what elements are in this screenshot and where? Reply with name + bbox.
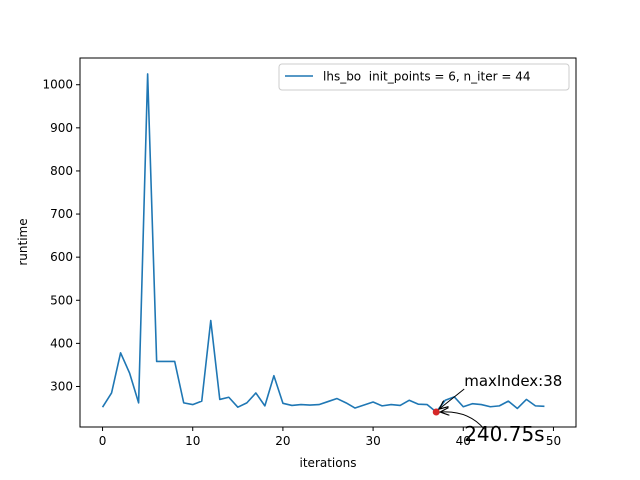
x-tick-label: 40 bbox=[456, 434, 471, 448]
annotation-arrow-index bbox=[439, 388, 465, 409]
plot-background bbox=[80, 58, 576, 427]
y-tick-label: 700 bbox=[50, 207, 73, 221]
y-tick-label: 400 bbox=[50, 336, 73, 350]
series-line bbox=[101, 73, 545, 413]
legend-label: lhs_bo init_points = 6, n_iter = 44 bbox=[323, 70, 530, 84]
legend-box bbox=[278, 63, 570, 91]
min-runtime-point bbox=[432, 408, 440, 416]
x-tick-label: 0 bbox=[99, 434, 107, 448]
axis-ticks: 0 10 20 30 40 50 300 400 500 600 700 800 900 1000 bbox=[42, 78, 561, 448]
annotation-runtime-value: 240.75s bbox=[464, 422, 544, 446]
y-tick-label: 600 bbox=[50, 250, 73, 264]
x-tick-label: 20 bbox=[275, 434, 290, 448]
plot-frame bbox=[79, 57, 577, 428]
x-tick-label: 30 bbox=[365, 434, 380, 448]
y-tick-label: 300 bbox=[50, 379, 73, 393]
y-tick-label: 800 bbox=[50, 164, 73, 178]
y-axis-label: runtime bbox=[16, 218, 30, 265]
y-tick-label: 1000 bbox=[42, 78, 73, 92]
x-tick-label: 10 bbox=[185, 434, 200, 448]
x-axis-label: iterations bbox=[300, 456, 357, 470]
annotation-max-index: maxIndex:38 bbox=[464, 372, 562, 390]
x-tick-label: 50 bbox=[546, 434, 561, 448]
annotation-arrow-value bbox=[440, 412, 485, 430]
y-tick-label: 900 bbox=[50, 121, 73, 135]
legend: lhs_bo init_points = 6, n_iter = 44 bbox=[278, 63, 570, 91]
y-tick-label: 500 bbox=[50, 293, 73, 307]
